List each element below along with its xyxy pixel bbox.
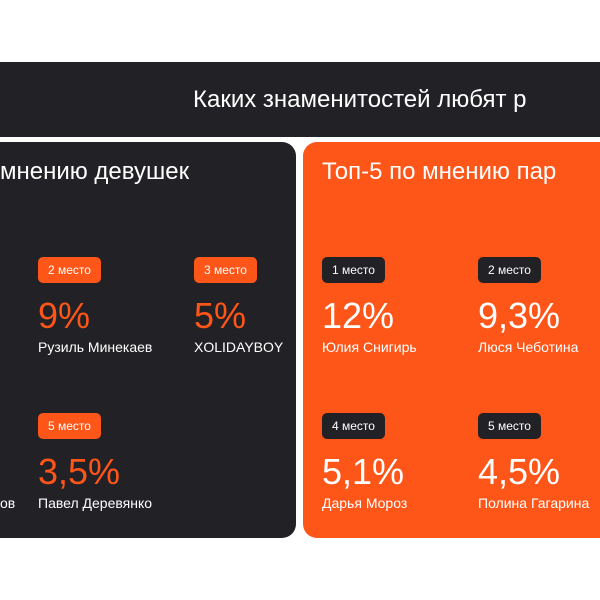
- percent: 3,5%: [38, 451, 121, 492]
- panel: [303, 142, 600, 538]
- person-name: Дарья Мороз: [322, 495, 408, 511]
- place-badge: 2 место: [38, 257, 101, 283]
- percent: 9,3%: [478, 295, 561, 336]
- person-name: Павел Деревянко: [38, 495, 153, 511]
- panel-title: мнению девушек: [0, 158, 190, 185]
- panel: [0, 142, 296, 538]
- place-badge: 4 место: [322, 413, 385, 439]
- place-badge: 3 место: [194, 257, 257, 283]
- percent: 9%: [38, 295, 91, 336]
- header-title: Каких знаменитостей любят р: [193, 86, 527, 113]
- person-name: Люся Чеботина: [478, 339, 579, 355]
- place-badge: 5 место: [38, 413, 101, 439]
- person-name: Юлия Снигирь: [322, 339, 417, 355]
- percent: 5%: [194, 295, 247, 336]
- panel-title: Топ-5 по мнению пар: [322, 158, 557, 185]
- person-name: XOLIDAYBOY: [194, 339, 284, 355]
- place-badge: 1 место: [322, 257, 385, 283]
- person-name: ов: [0, 495, 16, 511]
- person-name: Рузиль Минекаев: [38, 339, 153, 355]
- place-badge: 5 место: [478, 413, 541, 439]
- header-bar: [0, 62, 600, 137]
- place-badge: 2 место: [478, 257, 541, 283]
- percent: 12%: [322, 295, 395, 336]
- percent: 5,1%: [322, 451, 405, 492]
- person-name: Полина Гагарина: [478, 495, 590, 511]
- percent: 4,5%: [478, 451, 561, 492]
